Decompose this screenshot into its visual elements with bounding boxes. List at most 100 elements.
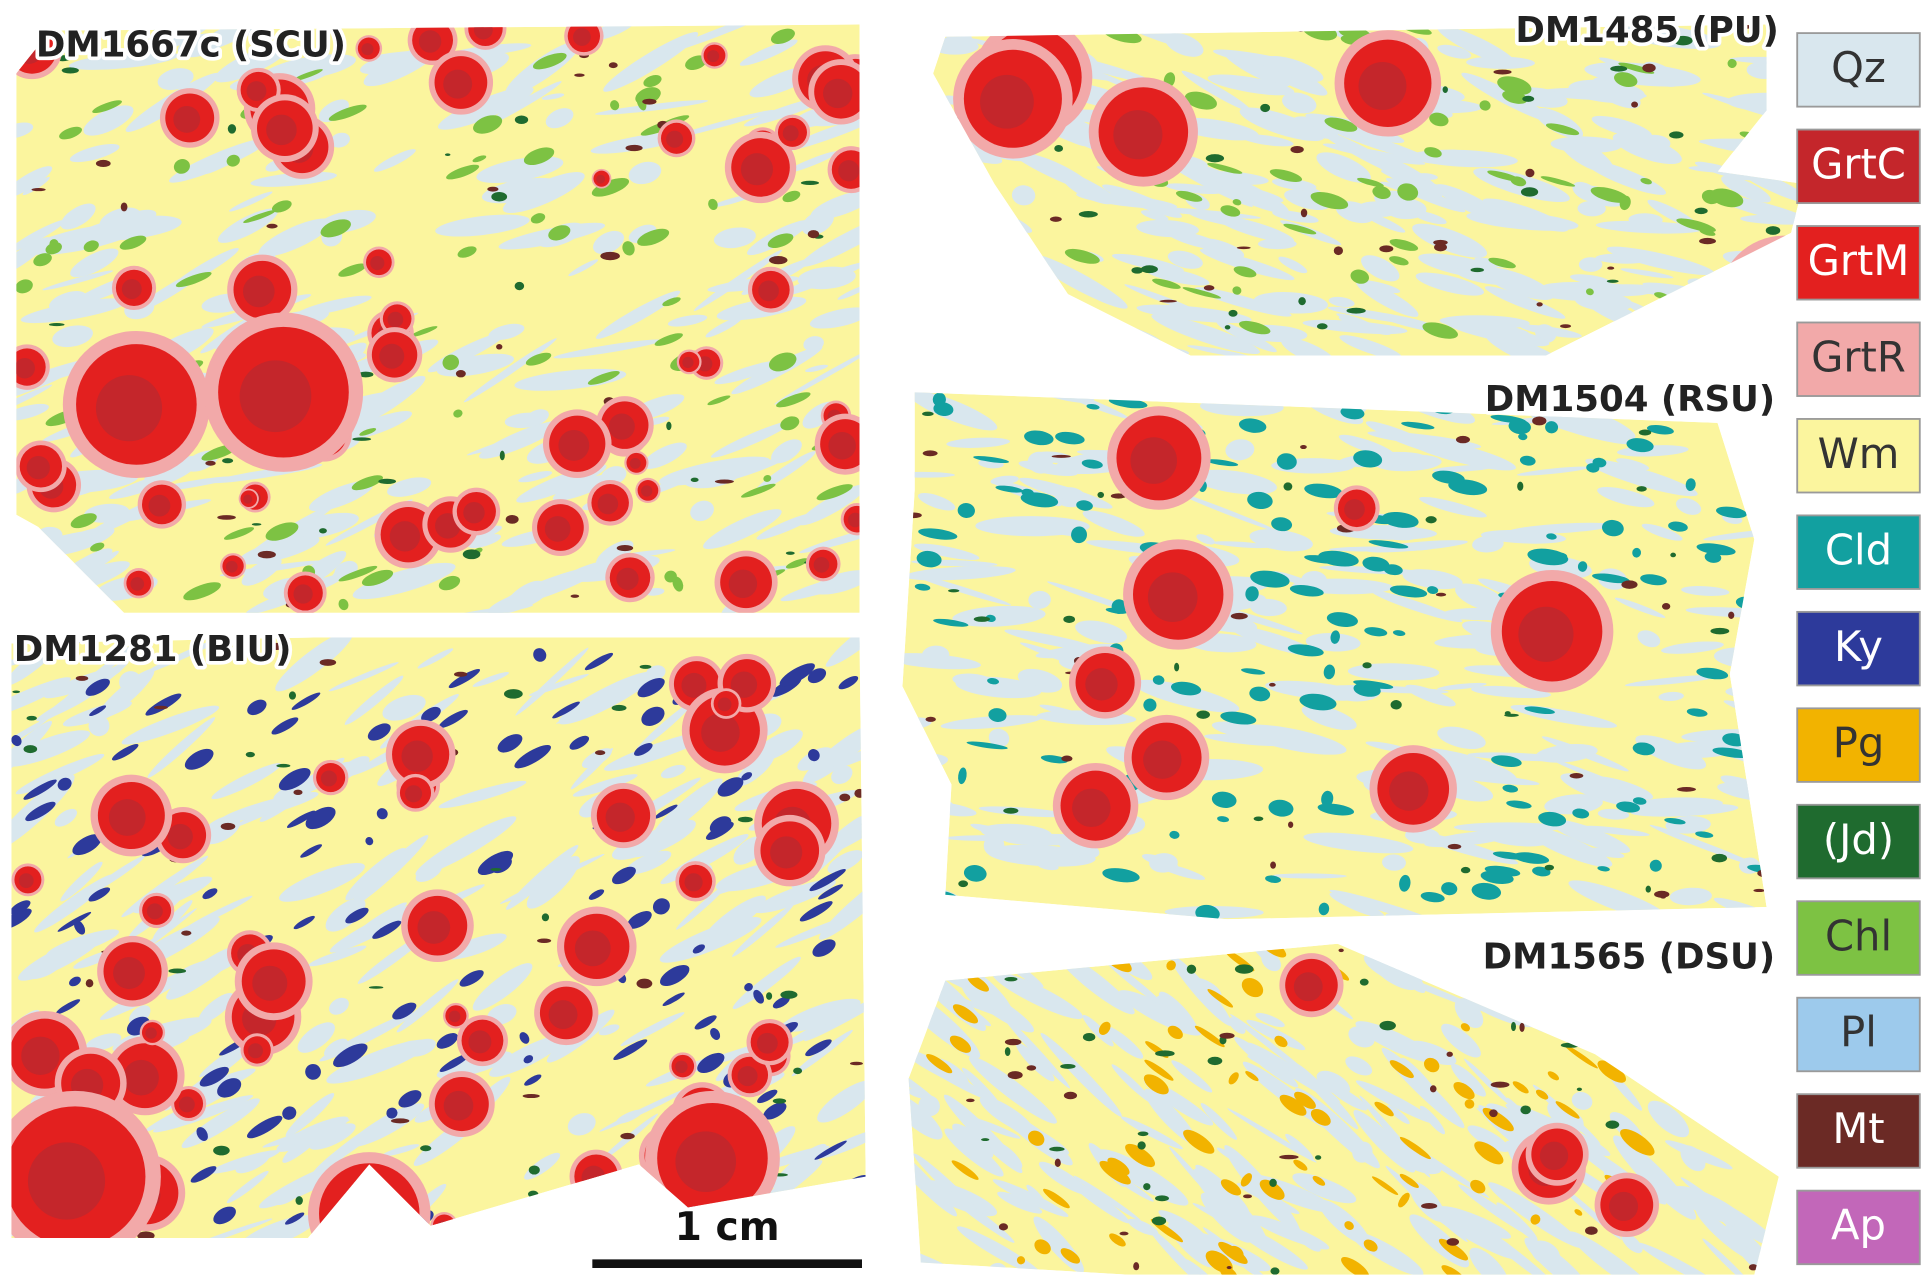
mineral-grain: [258, 551, 276, 559]
mineral-grain: [1362, 662, 1371, 668]
legend-label: Ap: [1831, 1201, 1886, 1250]
garnet-core: [1085, 668, 1117, 700]
mineral-grain: [32, 188, 46, 191]
mineral-grain: [1651, 991, 1678, 1014]
mineral-grain: [882, 788, 955, 818]
mineral-grain: [715, 479, 734, 483]
mineral-grain: [636, 979, 652, 989]
garnet-core: [1072, 789, 1110, 827]
garnet-core: [1609, 1192, 1638, 1221]
garnet-core: [336, 1189, 391, 1244]
mineral-grain: [487, 187, 498, 192]
garnet-core: [666, 131, 683, 148]
mineral-grain: [1577, 1088, 1582, 1091]
garnet-core: [1148, 572, 1198, 622]
mineral-grain: [1295, 22, 1306, 31]
mineral-grain: [491, 192, 507, 202]
mineral-grain: [959, 302, 1061, 336]
mineral-grain: [1648, 311, 1666, 319]
mineral-grain: [626, 145, 643, 151]
garnet-core: [405, 785, 422, 802]
mineral-grain: [1570, 773, 1584, 778]
mineral-grain: [420, 1145, 431, 1151]
mineral-grain: [1208, 1057, 1223, 1065]
mineral-grain: [1301, 209, 1307, 218]
mineral-grain: [205, 461, 215, 466]
mineral-grain: [1471, 268, 1484, 272]
mineral-grain: [1636, 314, 1732, 355]
mineral-grain: [1607, 280, 1619, 283]
mineral-grain: [454, 672, 467, 677]
mineral-grain: [515, 282, 525, 290]
garnet-core: [575, 930, 611, 966]
mineral-grain: [897, 167, 997, 202]
mineral-grain: [515, 115, 528, 124]
mineral-grain: [1206, 154, 1224, 162]
page: {"panels": [ {"label": "DM1667c (SCU)"},…: [0, 0, 1925, 1287]
mineral-grain: [620, 1133, 634, 1139]
mineral-grain: [523, 1094, 540, 1098]
mineral-grain: [1662, 603, 1670, 610]
mineral-grain: [154, 706, 168, 710]
garnet-core: [113, 957, 145, 989]
mineral-grain: [1061, 328, 1131, 353]
mineral-grain: [1291, 25, 1306, 29]
mineral-grain: [1219, 1033, 1234, 1039]
garnet-core: [549, 1000, 578, 1029]
mineral-grain: [1606, 1121, 1620, 1129]
mineral-grain: [1721, 308, 1787, 333]
mineral-grain: [1449, 960, 1472, 979]
mineral-grain: [1703, 300, 1788, 313]
garnet-core: [109, 799, 146, 836]
mineral-grain: [26, 716, 36, 721]
mineral-grain: [1437, 399, 1465, 410]
figure: DM1667c (SCU) DM1281 (BIU) DM1485 (PU) D…: [0, 0, 1925, 1287]
garnet-core: [474, 20, 493, 39]
mineral-grain: [1055, 1159, 1061, 1167]
garnet-core: [729, 570, 757, 598]
mineral-grain: [915, 791, 930, 803]
garnet-core: [173, 106, 200, 133]
garnet-core: [828, 432, 855, 459]
garnet-core: [718, 697, 732, 711]
mineral-grain: [899, 888, 934, 900]
mineral-grain: [1651, 1051, 1721, 1104]
mineral-grain: [1728, 612, 1734, 619]
garnet-core: [814, 557, 830, 573]
mineral-grain: [96, 160, 111, 167]
garnet-core: [370, 256, 384, 270]
garnet-core: [226, 561, 238, 573]
mineral-grain: [1391, 700, 1402, 709]
mineral-grain: [1746, 746, 1777, 761]
mineral-grain: [1652, 1012, 1673, 1031]
mineral-grain: [786, 552, 795, 555]
garnet-core: [243, 495, 252, 504]
mineral-grain: [1005, 1039, 1022, 1045]
mineral-grain: [1054, 145, 1063, 152]
mineral-grain: [1689, 911, 1729, 923]
mineral-grain: [1456, 436, 1470, 443]
mineral-grain: [266, 224, 277, 229]
mineral-grain: [32, 598, 55, 616]
mineral-grain: [1519, 1023, 1524, 1032]
mineral-grain: [1269, 683, 1276, 687]
mineral-grain: [490, 868, 501, 871]
mineral-grain: [1448, 844, 1462, 849]
mineral-grain: [1064, 1092, 1077, 1100]
mineral-grain: [1421, 1203, 1437, 1209]
mineral-grain: [391, 1118, 409, 1123]
garnet-core: [606, 803, 635, 832]
mineral-grain: [1639, 430, 1651, 436]
mineral-grain: [1525, 169, 1534, 177]
mineral-grain: [168, 968, 186, 973]
garnet-core: [1294, 972, 1323, 1001]
phase-map: [0, 606, 914, 1275]
mineral-grain: [1646, 886, 1651, 893]
mineral-grain: [922, 412, 934, 416]
mineral-grain: [1075, 326, 1115, 344]
mineral-grain: [666, 422, 671, 431]
garnet-core: [444, 1091, 474, 1121]
mineral-grain: [1511, 1022, 1516, 1031]
mineral-grain: [1489, 1109, 1497, 1117]
mineral-grain: [1126, 949, 1137, 958]
